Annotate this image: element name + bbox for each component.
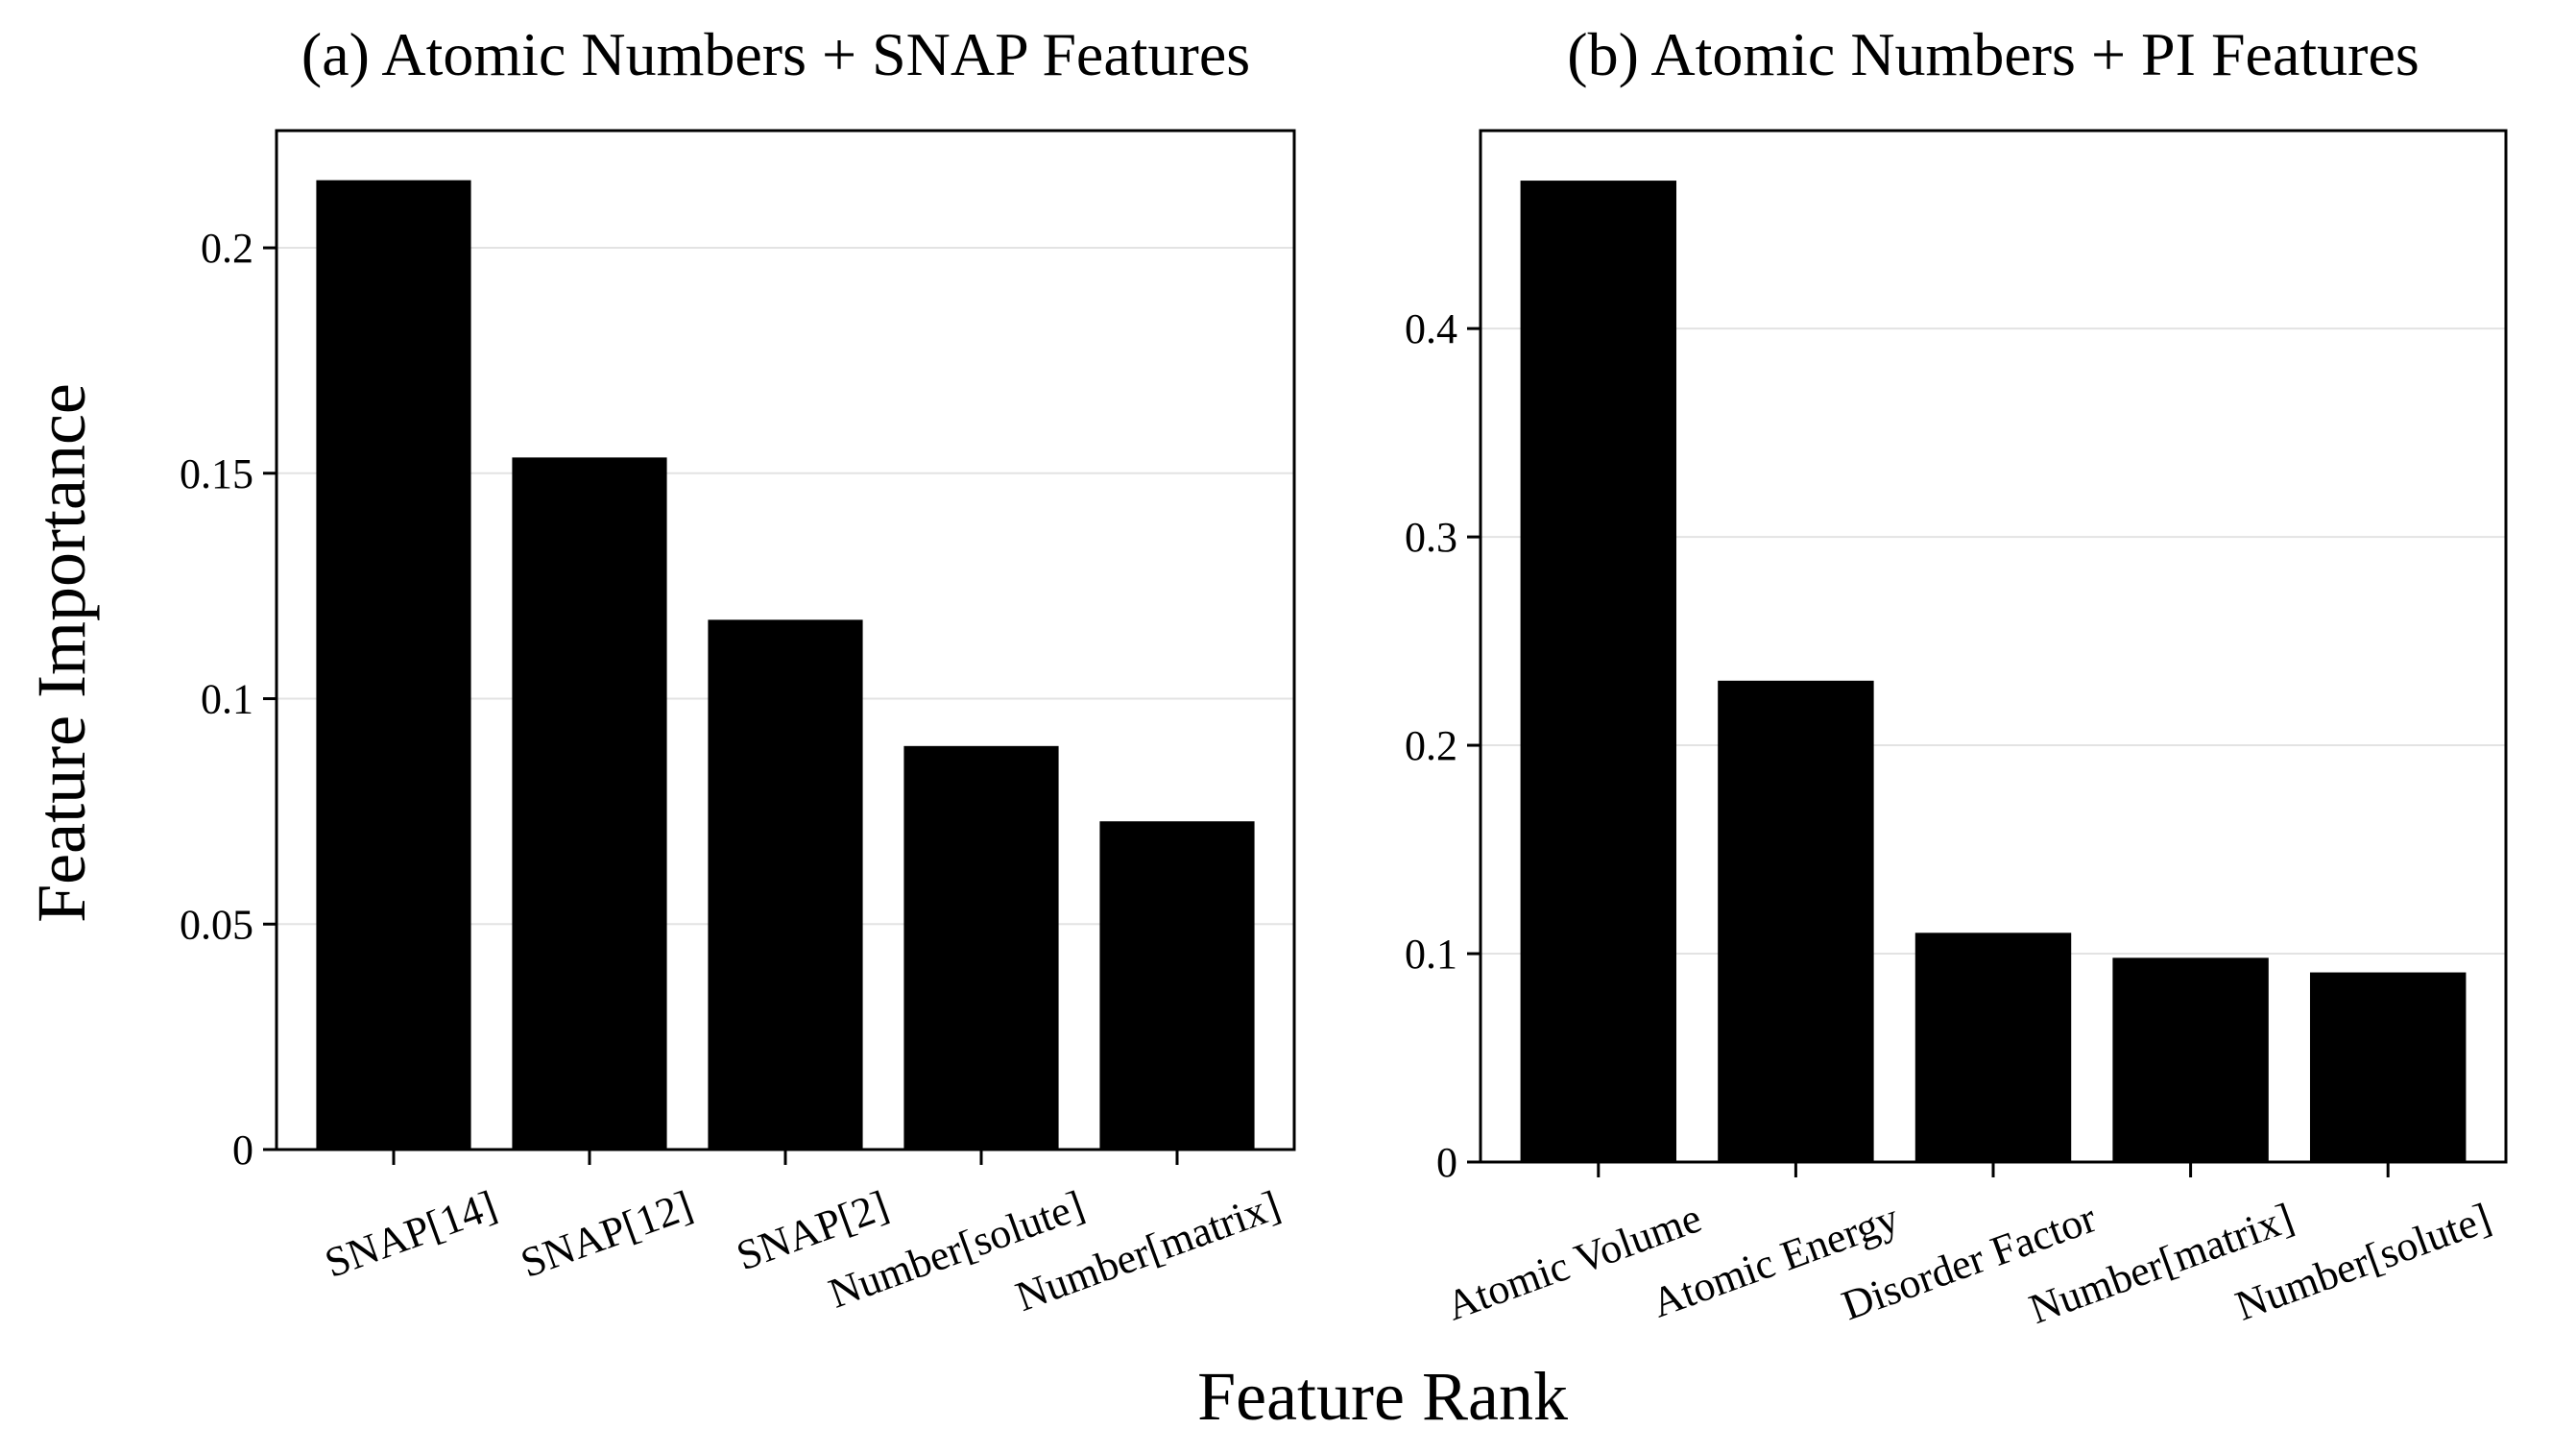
panel-b-bar [1520,181,1677,1162]
panel-a-bar [903,745,1059,1150]
x-axis-label: Feature Rank [1197,1358,1568,1429]
panel-a-bars [316,180,1255,1150]
panel-a-y-tick-label: 0.15 [180,450,253,497]
panel-b-y-tick-label: 0.2 [1405,722,1457,769]
panel-a-bar [512,457,667,1150]
panel-a-axes-frame [275,129,1296,1151]
panel-b-y-tick-label: 0.1 [1405,931,1457,978]
panel-a-title: (a) Atomic Numbers + SNAP Features [301,20,1250,88]
panel-b-y-tick-label: 0.4 [1405,305,1457,352]
panel-a-y-tick-label: 0.05 [180,901,253,948]
panel-a-y-tick-label: 0.2 [201,225,253,272]
panel-b-bars [1520,181,2467,1162]
panel-a: (a) Atomic Numbers + SNAP Features 0 0.05… [180,20,1296,1320]
y-axis-label: Feature Importance [23,383,100,923]
panel-a-bar [316,180,471,1150]
panel-b-axes-frame [1479,129,2508,1164]
panel-a-bar [708,619,863,1150]
panel-a-y-tick-label: 0 [232,1126,253,1174]
panel-b-y-tick-label: 0 [1436,1139,1457,1186]
panel-b-bar [1914,932,2072,1162]
panel-b-title: (b) Atomic Numbers + PI Features [1567,20,2420,88]
panel-b-bar [2112,957,2269,1162]
panel-a-y-ticks: 0 0.05 0.1 0.15 0.2 [180,225,277,1174]
panel-b-y-ticks: 0 0.1 0.2 0.3 0.4 [1405,305,1481,1186]
panel-b-bar [2309,972,2467,1162]
panel-a-y-tick-label: 0.1 [201,676,253,723]
panel-b-bar [1718,680,1874,1162]
panel-a-bar [1099,821,1255,1150]
panel-b-y-tick-label: 0.3 [1405,514,1457,561]
